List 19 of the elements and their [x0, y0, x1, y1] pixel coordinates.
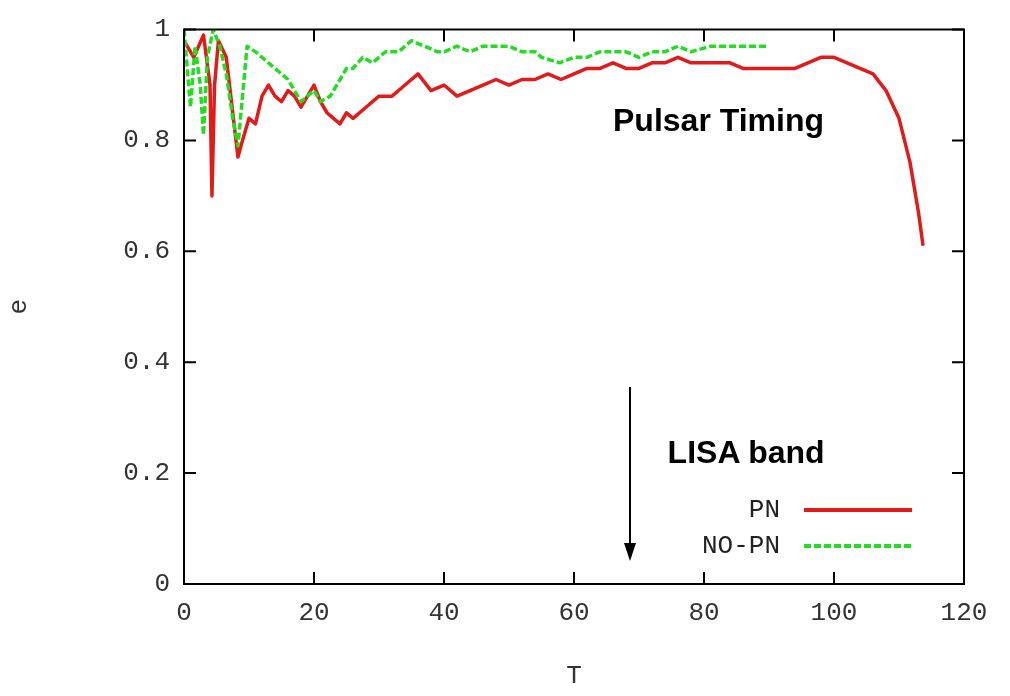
y-tick-label: 0.8 [123, 125, 170, 156]
annotation: LISA band [667, 434, 825, 472]
x-axis-title: T [566, 661, 582, 692]
legend-label: PN [748, 495, 780, 525]
x-tick-label: 80 [688, 598, 720, 629]
y-tick-label: 0 [154, 568, 170, 599]
x-tick-label: 60 [558, 598, 590, 629]
y-tick-label: 1 [154, 14, 170, 45]
y-tick-label: 0.6 [123, 236, 170, 267]
y-axis-title: e [4, 299, 35, 315]
annotation: Pulsar Timing [613, 101, 825, 139]
x-tick-label: 120 [940, 598, 988, 629]
x-tick-label: 0 [176, 598, 192, 629]
y-tick-label: 0.2 [123, 458, 170, 489]
legend-label: NO-PN [701, 531, 780, 561]
x-tick-label: 40 [428, 598, 460, 629]
x-tick-label: 100 [810, 598, 858, 629]
y-tick-label: 0.4 [123, 347, 170, 378]
x-tick-label: 20 [298, 598, 330, 629]
